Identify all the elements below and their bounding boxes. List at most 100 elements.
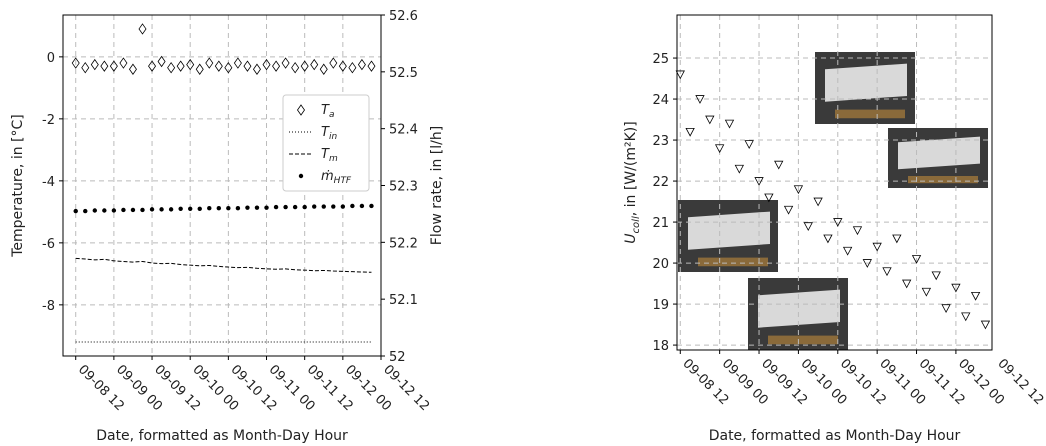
marker-dot xyxy=(111,208,117,213)
marker-triangle xyxy=(892,234,902,244)
marker-dot xyxy=(130,207,136,213)
marker-triangle xyxy=(724,119,735,129)
marker-diamond xyxy=(297,104,305,116)
marker-diamond xyxy=(109,60,118,72)
y2-tick-label: 52.1 xyxy=(389,293,418,308)
marker-dot xyxy=(254,205,260,210)
marker-triangle xyxy=(783,205,794,215)
legend-label-main: T xyxy=(321,103,330,118)
photo-pallet xyxy=(698,257,768,267)
photo-pallet xyxy=(835,109,905,119)
y2-tick-label: 52.5 xyxy=(389,66,418,81)
y-tick-label: 23 xyxy=(652,134,669,149)
marker-diamond xyxy=(157,55,166,68)
y-tick-label: 25 xyxy=(652,52,669,67)
marker-triangle xyxy=(744,140,754,150)
photo-panel xyxy=(825,63,907,102)
marker-dot xyxy=(102,208,107,213)
marker-triangle xyxy=(695,95,705,104)
legend-label-main: T xyxy=(321,147,330,162)
marker-dot xyxy=(245,205,250,210)
marker-diamond xyxy=(186,58,195,71)
marker-diamond xyxy=(338,60,347,72)
photo-panel xyxy=(688,211,770,250)
marker-dot xyxy=(369,203,374,209)
marker-triangle xyxy=(852,226,863,236)
marker-diamond xyxy=(357,58,366,71)
y-tick-label: 19 xyxy=(652,298,669,313)
marker-diamond xyxy=(252,63,261,75)
legend-label-sub: in xyxy=(329,132,338,142)
legend-label: Ta xyxy=(321,103,334,120)
marker-dot xyxy=(292,204,298,210)
marker-diamond xyxy=(176,60,185,72)
marker-dot xyxy=(188,206,193,212)
marker-triangle xyxy=(921,287,932,297)
marker-triangle xyxy=(774,160,784,170)
marker-dot xyxy=(92,208,98,213)
marker-dot xyxy=(273,204,279,210)
marker-diamond xyxy=(300,60,309,72)
marker-dot xyxy=(73,208,78,214)
marker-dot xyxy=(207,206,212,211)
marker-dot xyxy=(168,207,174,212)
marker-diamond xyxy=(205,57,214,69)
marker-triangle xyxy=(754,177,764,186)
plot-frame xyxy=(62,14,382,357)
marker-dot xyxy=(149,207,155,212)
marker-diamond xyxy=(128,63,137,75)
marker-diamond xyxy=(233,57,242,69)
marker-diamond xyxy=(272,60,281,72)
series-line xyxy=(75,257,372,273)
marker-triangle xyxy=(961,312,971,322)
marker-dot xyxy=(331,204,336,209)
marker-diamond xyxy=(119,57,128,69)
marker-triangle xyxy=(813,197,823,207)
marker-triangle xyxy=(714,144,725,154)
marker-dot xyxy=(83,208,88,214)
legend-label-sub: m xyxy=(329,154,338,164)
legend-label-main: ṁ xyxy=(321,169,334,184)
marker-dot xyxy=(121,207,126,213)
marker-dot xyxy=(298,173,304,179)
y2-axis-label: Flow rate, in [l/h] xyxy=(429,126,445,245)
marker-triangle xyxy=(764,193,774,203)
legend-label-main: T xyxy=(321,125,330,140)
marker-dot xyxy=(159,207,164,212)
marker-triangle xyxy=(734,164,745,174)
marker-dot xyxy=(312,204,317,209)
marker-diamond xyxy=(167,62,176,74)
marker-triangle xyxy=(793,185,804,195)
y-tick-label: 21 xyxy=(652,216,669,231)
marker-triangle xyxy=(803,222,813,232)
plot-frame xyxy=(676,14,993,351)
photo-panel xyxy=(758,289,840,328)
marker-diamond xyxy=(148,60,157,72)
y-tick-label: 24 xyxy=(652,93,669,108)
marker-diamond xyxy=(281,57,290,69)
marker-triangle xyxy=(931,271,941,281)
y-axis-label: Temperature, in [°C] xyxy=(10,114,26,258)
marker-diamond xyxy=(329,57,338,69)
y2-tick-label: 52.6 xyxy=(389,9,418,24)
y-tick-label: -8 xyxy=(42,299,55,314)
x-axis-label: Date, formatted as Month-Day Hour xyxy=(96,428,348,444)
marker-triangle xyxy=(675,70,685,80)
marker-diamond xyxy=(348,62,357,74)
marker-dot xyxy=(226,206,231,211)
y-tick-label: 0 xyxy=(47,51,55,66)
marker-dot xyxy=(340,204,346,209)
marker-triangle xyxy=(705,115,715,125)
marker-triangle xyxy=(980,320,991,330)
marker-diamond xyxy=(291,62,300,74)
marker-diamond xyxy=(367,60,376,72)
y-tick-label: -4 xyxy=(42,175,55,190)
marker-diamond xyxy=(195,63,204,75)
photo-pallet xyxy=(908,176,978,184)
marker-dot xyxy=(264,205,269,210)
marker-dot xyxy=(359,203,365,209)
marker-diamond xyxy=(262,58,271,71)
marker-diamond xyxy=(100,60,109,72)
y-tick-label: 18 xyxy=(652,339,669,354)
